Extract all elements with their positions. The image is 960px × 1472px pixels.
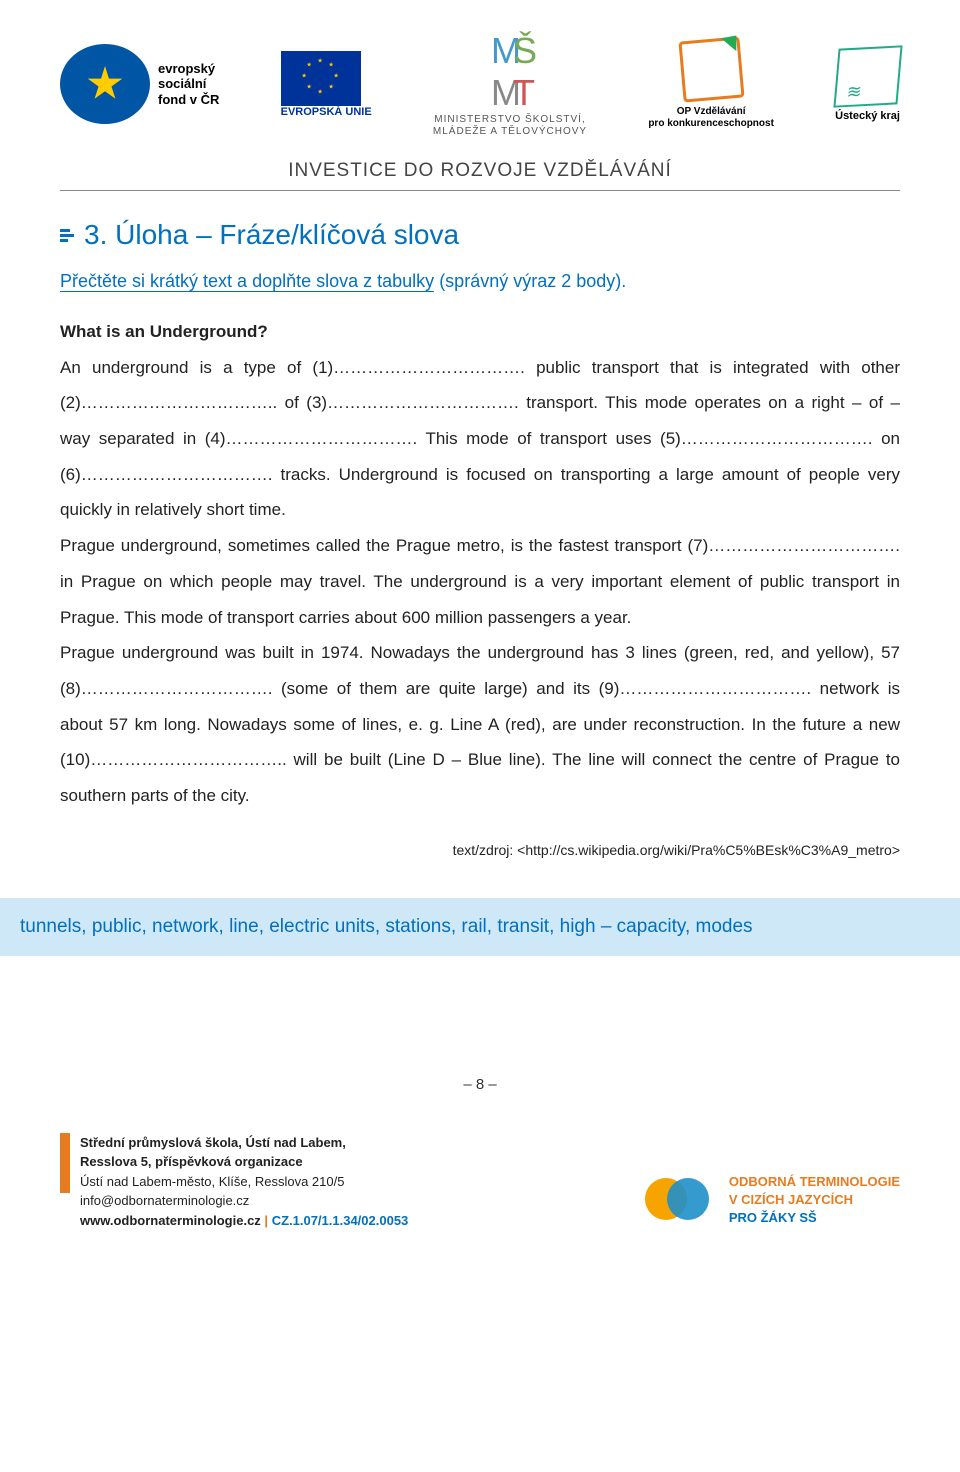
esf-logo-block: evropský sociální fond v ČR (60, 44, 219, 124)
msmt-logo-block: MŠMT MINISTERSTVO ŠKOLSTVÍ, MLÁDEŽE A TĚ… (433, 30, 587, 138)
footer-accent-bar (60, 1133, 70, 1193)
eu-flag-icon (281, 51, 361, 106)
footer-right-line3: PRO ŽÁKY SŠ (729, 1210, 817, 1225)
esf-text: evropský sociální fond v ČR (158, 61, 219, 108)
eu-logo-block: EVROPSKÁ UNIE (281, 51, 372, 118)
footer-right-block: ODBORNÁ TERMINOLOGIE V CIZÍCH JAZYCÍCH P… (645, 1170, 900, 1230)
footer-left-block: Střední průmyslová škola, Ústí nad Labem… (80, 1133, 408, 1231)
op-logo-block: OP Vzdělávánípro konkurenceschopnost (648, 39, 774, 130)
eu-label: EVROPSKÁ UNIE (281, 106, 372, 118)
paragraph-2: Prague underground, sometimes called the… (60, 536, 900, 626)
section-title: 3. Úloha – Fráze/klíčová slova (60, 219, 900, 251)
esf-icon (60, 44, 150, 124)
kraj-logo-block: Ústecký kraj (835, 47, 900, 122)
list-icon (60, 227, 78, 244)
msmt-icon: MŠMT (491, 30, 529, 114)
msmt-text-line1: MINISTERSTVO ŠKOLSTVÍ, (434, 114, 585, 126)
kraj-icon (833, 45, 902, 107)
investice-banner: INVESTICE DO ROZVOJE VZDĚLÁVÁNÍ (60, 148, 900, 191)
footer-right-line1: ODBORNÁ TERMINOLOGIE (729, 1174, 900, 1189)
page-number: – 8 – (60, 1076, 900, 1093)
instruction-text: Přečtěte si krátký text a doplňte slova … (60, 271, 900, 292)
paragraph-1: An underground is a type of (1)………………………… (60, 358, 900, 520)
word-bank: tunnels, public, network, line, electric… (0, 898, 960, 956)
header-logo-row: evropský sociální fond v ČR EVROPSKÁ UNI… (60, 20, 900, 148)
footer-row: Střední průmyslová škola, Ústí nad Labem… (60, 1133, 900, 1241)
source-citation: text/zdroj: <http://cs.wikipedia.org/wik… (60, 842, 900, 858)
msmt-text-line2: MLÁDEŽE A TĚLOVÝCHOVY (433, 126, 587, 138)
footer-right-line2: V CIZÍCH JAZYCÍCH (729, 1192, 853, 1207)
body-heading: What is an Underground? (60, 322, 268, 341)
op-text: OP Vzdělávánípro konkurenceschopnost (648, 106, 774, 130)
kraj-text: Ústecký kraj (835, 110, 900, 122)
exercise-body: What is an Underground? An underground i… (60, 314, 900, 814)
paragraph-3: Prague underground was built in 1974. No… (60, 643, 900, 805)
op-icon (678, 36, 744, 102)
speech-bubble-icon (645, 1170, 715, 1230)
